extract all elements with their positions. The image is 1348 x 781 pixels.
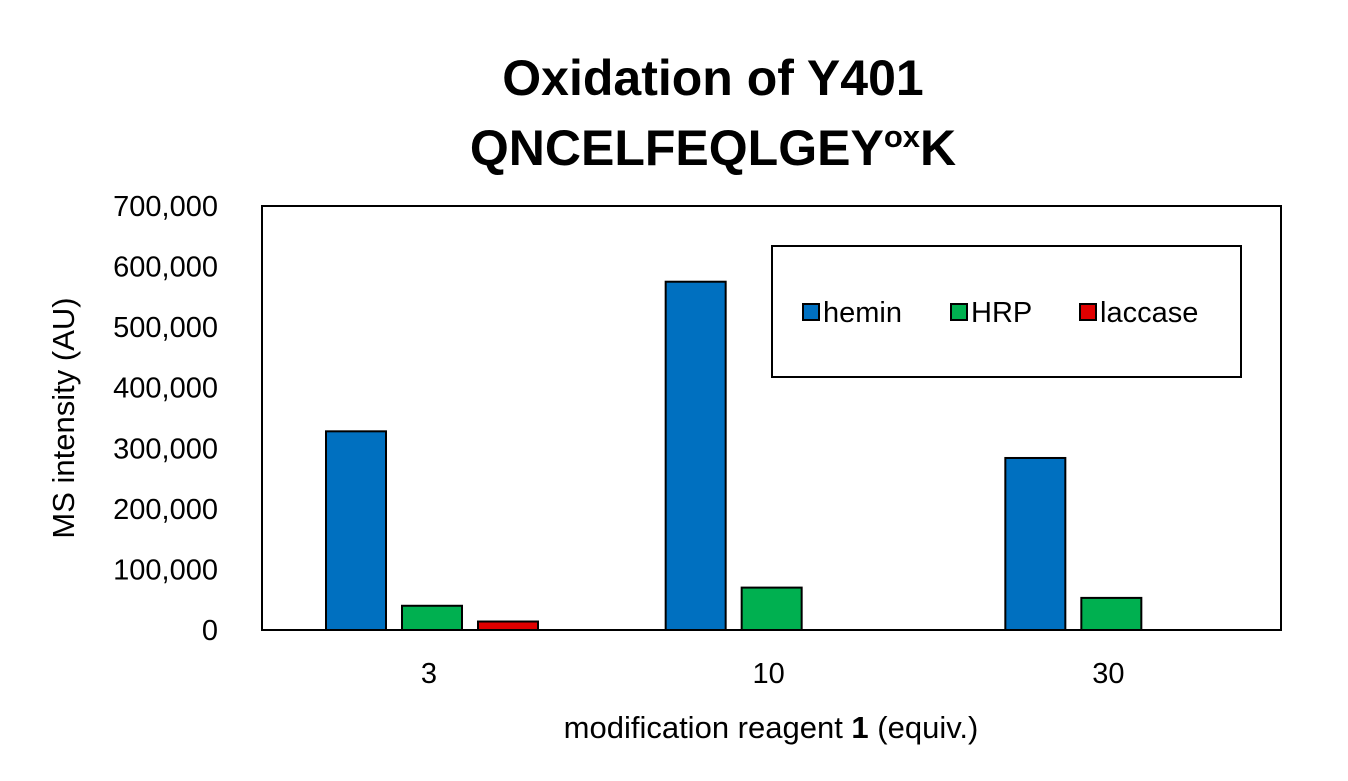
- legend-swatch-laccase: [1079, 303, 1097, 321]
- bar-hrp-3: [401, 604, 463, 631]
- legend-label-hemin: hemin: [823, 297, 902, 329]
- x-axis-title-after: (equiv.): [869, 710, 979, 745]
- chart-subtitle-main: QNCELFEQLGEY: [470, 120, 884, 176]
- bar-hemin-10: [664, 280, 727, 631]
- x-axis-title-before: modification reagent: [564, 710, 852, 745]
- x-axis-title-bold: 1: [851, 710, 868, 745]
- y-tick-label: 600,000: [113, 252, 218, 284]
- legend: hemin HRP laccase: [771, 245, 1242, 378]
- bar-hrp-10: [740, 586, 803, 631]
- legend-label-hrp: HRP: [971, 297, 1032, 329]
- y-axis-title: MS intensity (AU): [46, 297, 81, 538]
- legend-swatch-hrp: [950, 303, 968, 321]
- chart-subtitle-superscript: ox: [884, 119, 921, 154]
- bars: [325, 280, 1143, 632]
- x-tick-label: 10: [753, 658, 785, 690]
- bar-hemin-30: [1004, 456, 1067, 631]
- legend-box: [771, 245, 1242, 378]
- x-tick-label: 30: [1092, 658, 1124, 690]
- bar-hrp-30: [1080, 596, 1143, 632]
- x-axis-title: modification reagent 1 (equiv.): [564, 710, 979, 745]
- legend-label-laccase: laccase: [1100, 297, 1198, 329]
- y-tick-label: 500,000: [113, 312, 218, 344]
- y-tick-label: 300,000: [113, 433, 218, 465]
- y-tick-label: 0: [202, 615, 218, 647]
- chart-subtitle: QNCELFEQLGEYoxK: [470, 119, 956, 176]
- chart-subtitle-suffix: K: [920, 120, 956, 176]
- y-tick-label: 700,000: [113, 191, 218, 223]
- chart-title: Oxidation of Y401: [502, 50, 923, 106]
- y-tick-label: 100,000: [113, 554, 218, 586]
- x-tick-label: 3: [421, 658, 437, 690]
- y-tick-label: 200,000: [113, 494, 218, 526]
- bar-hemin-3: [325, 430, 387, 631]
- y-tick-label: 400,000: [113, 373, 218, 405]
- bar-laccase-3: [477, 620, 539, 632]
- x-axis-ticks: 3 10 30: [421, 658, 1125, 690]
- legend-swatch-hemin: [802, 303, 820, 321]
- y-axis-ticks: 0 100,000 200,000 300,000 400,000 500,000 600,…: [113, 191, 218, 647]
